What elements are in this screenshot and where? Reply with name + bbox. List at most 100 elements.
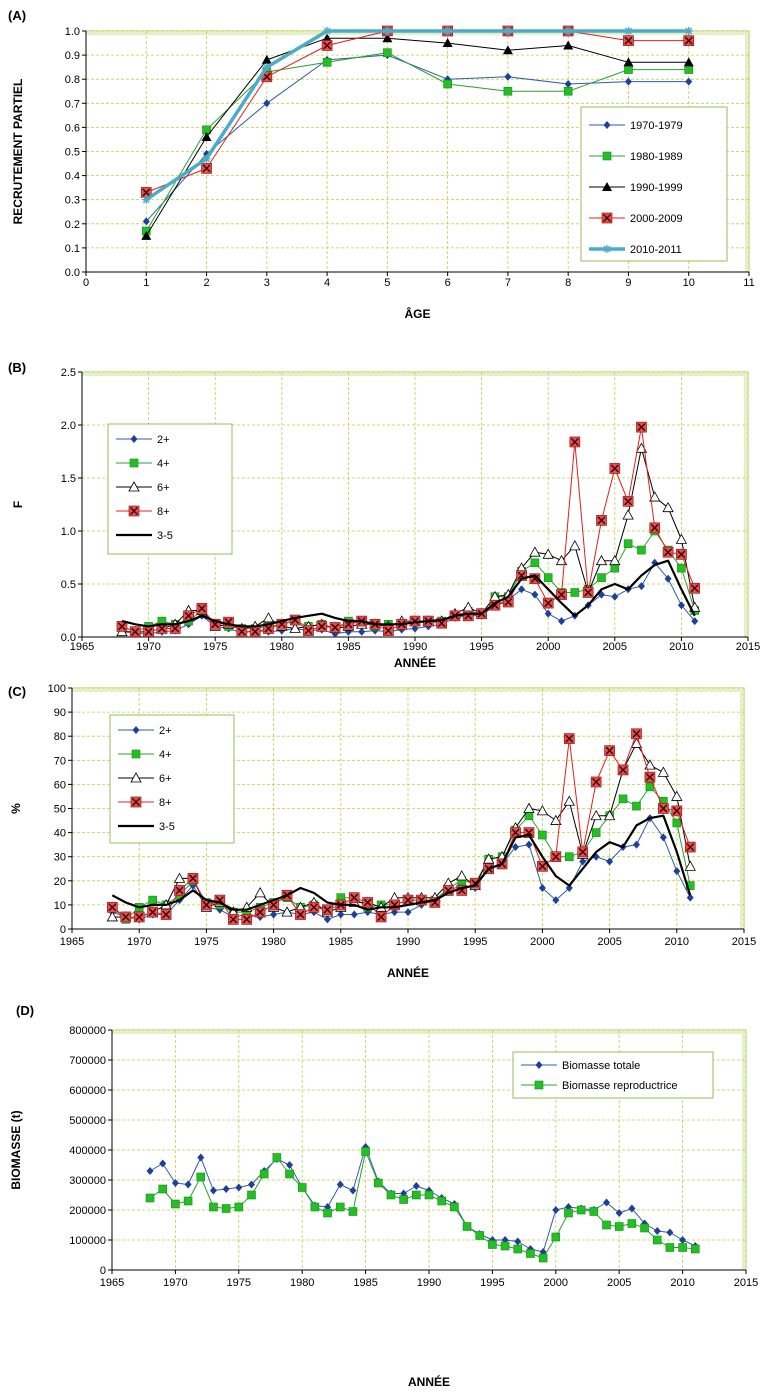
data-point bbox=[672, 818, 682, 828]
data-point bbox=[558, 617, 566, 626]
data-point bbox=[343, 618, 354, 630]
data-point bbox=[187, 873, 199, 884]
data-point bbox=[462, 610, 474, 622]
data-point bbox=[678, 1243, 687, 1252]
x-tick-label: 7 bbox=[505, 277, 511, 289]
data-point bbox=[671, 805, 683, 817]
data-point bbox=[658, 803, 669, 814]
data-point-cross bbox=[605, 746, 614, 755]
x-axis-title: ÂGE bbox=[404, 306, 430, 321]
legend: 1970-1979 1980-1989 1990-1999 2000-2009 2010… bbox=[580, 106, 728, 262]
x-tick-label: 2000 bbox=[536, 641, 560, 653]
data-point bbox=[684, 841, 696, 853]
data-point bbox=[544, 609, 552, 618]
x-tick-label: 1970 bbox=[136, 641, 160, 653]
data-point-cross bbox=[363, 898, 372, 907]
y-tick-label: 2.5 bbox=[61, 367, 76, 379]
y-tick-label: 90 bbox=[54, 707, 66, 719]
data-point bbox=[603, 1198, 611, 1207]
x-tick-label: 2005 bbox=[607, 1277, 631, 1289]
x-tick-label: 8 bbox=[565, 277, 571, 289]
data-point bbox=[590, 809, 602, 821]
data-point bbox=[382, 33, 393, 43]
x-tick-label: 5 bbox=[384, 277, 390, 289]
data-point bbox=[201, 132, 212, 142]
x-tick-label: 2015 bbox=[732, 936, 756, 948]
data-point bbox=[676, 548, 687, 560]
data-point bbox=[602, 1220, 611, 1230]
data-point-cross bbox=[296, 910, 305, 919]
x-tick-label: 6 bbox=[445, 277, 451, 289]
data-point-cross bbox=[162, 910, 171, 919]
panel-label: (B) bbox=[8, 360, 26, 375]
chart-panel-b: (B) 1965 1970 1975 1980 1985 1990 1995 2000 2005 2… bbox=[8, 360, 760, 670]
data-point bbox=[536, 805, 549, 816]
data-point-cross bbox=[175, 886, 184, 895]
data-point bbox=[131, 749, 141, 759]
data-point-cross bbox=[504, 598, 513, 607]
data-point bbox=[563, 86, 573, 96]
y-tick-label: 70 bbox=[54, 755, 66, 767]
data-point bbox=[222, 1185, 230, 1193]
data-point-cross bbox=[202, 900, 211, 909]
data-point bbox=[146, 1167, 154, 1175]
data-point bbox=[412, 1182, 420, 1190]
data-point bbox=[221, 1204, 231, 1213]
x-tick-label: 2 bbox=[203, 277, 209, 289]
legend-label: 3-5 bbox=[159, 821, 175, 833]
data-point bbox=[617, 764, 629, 776]
y-tick-label: 0.9 bbox=[65, 50, 80, 62]
data-point bbox=[565, 884, 573, 893]
data-point bbox=[564, 852, 574, 862]
data-point-cross bbox=[664, 548, 673, 557]
data-point bbox=[523, 827, 535, 838]
y-axis-title: RECRUTEMENT PARTIEL bbox=[11, 79, 25, 225]
data-point bbox=[582, 587, 594, 598]
data-point bbox=[615, 1209, 623, 1217]
data-point bbox=[129, 458, 139, 468]
data-point-cross bbox=[108, 903, 117, 912]
chart-panel-c: (C) 1965 1970 1975 1980 1985 1990 1995 2000 2005 2… bbox=[8, 683, 756, 980]
data-point bbox=[316, 621, 328, 632]
legend-label: Biomasse totale bbox=[562, 1060, 640, 1072]
data-point bbox=[644, 771, 656, 783]
data-point bbox=[623, 57, 634, 67]
data-point bbox=[386, 1190, 396, 1200]
x-tick-label: 11 bbox=[743, 277, 754, 289]
y-tick-label: 0.1 bbox=[65, 243, 80, 255]
legend-label: 2000-2009 bbox=[630, 213, 683, 225]
data-point-cross bbox=[323, 905, 332, 914]
x-tick-label: 1980 bbox=[290, 1277, 314, 1289]
data-point bbox=[227, 914, 239, 925]
series-line bbox=[111, 814, 692, 911]
data-point bbox=[684, 27, 693, 35]
series-line bbox=[121, 559, 696, 628]
y-tick-label: 20 bbox=[54, 876, 66, 888]
data-point bbox=[684, 860, 696, 871]
series-1970-1979 bbox=[142, 51, 693, 226]
data-point bbox=[132, 726, 140, 734]
data-point bbox=[675, 533, 688, 544]
data-point bbox=[259, 1169, 269, 1179]
data-point bbox=[234, 1202, 244, 1212]
data-point bbox=[579, 857, 587, 866]
data-point bbox=[538, 1253, 548, 1263]
data-point-cross bbox=[570, 437, 579, 446]
x-tick-label: 1965 bbox=[100, 1277, 124, 1289]
y-tick-label: 0.7 bbox=[65, 98, 80, 110]
y-tick-label: 800000 bbox=[69, 1025, 106, 1037]
data-point bbox=[350, 910, 358, 919]
data-point bbox=[263, 99, 271, 108]
legend-label: 1990-1999 bbox=[630, 182, 683, 194]
data-point bbox=[270, 910, 278, 919]
data-point bbox=[247, 1190, 256, 1200]
data-point bbox=[145, 1193, 155, 1203]
data-point-cross bbox=[323, 41, 332, 50]
data-point bbox=[685, 77, 693, 86]
legend: 2+ 4+ 6+ 8+ 3-5 bbox=[107, 423, 233, 555]
data-point bbox=[443, 79, 452, 89]
series-line bbox=[145, 37, 689, 237]
data-point bbox=[247, 1180, 255, 1189]
data-point bbox=[563, 795, 575, 806]
